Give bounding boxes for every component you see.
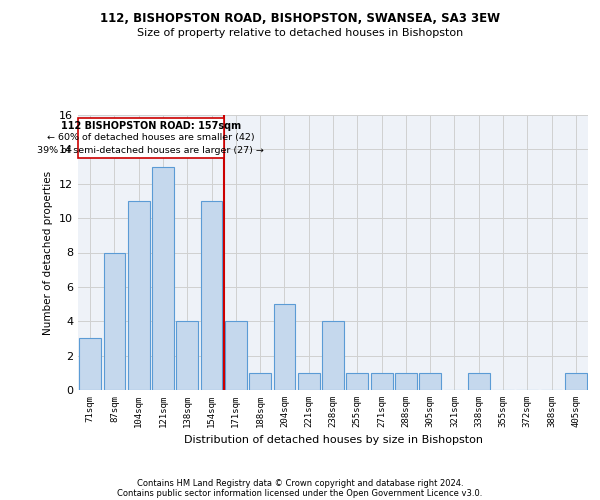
Bar [225, 322, 247, 390]
Text: 112, BISHOPSTON ROAD, BISHOPSTON, SWANSEA, SA3 3EW: 112, BISHOPSTON ROAD, BISHOPSTON, SWANSE… [100, 12, 500, 26]
Bar [152, 166, 174, 390]
Bar [468, 373, 490, 390]
Bar [419, 373, 441, 390]
Text: Size of property relative to detached houses in Bishopston: Size of property relative to detached ho… [137, 28, 463, 38]
Bar [565, 373, 587, 390]
Bar [200, 201, 223, 390]
Bar [346, 373, 368, 390]
FancyBboxPatch shape [78, 118, 224, 158]
Text: 112 BISHOPSTON ROAD: 157sqm: 112 BISHOPSTON ROAD: 157sqm [61, 120, 241, 130]
X-axis label: Distribution of detached houses by size in Bishopston: Distribution of detached houses by size … [184, 436, 482, 446]
Bar [128, 201, 149, 390]
Text: Contains public sector information licensed under the Open Government Licence v3: Contains public sector information licen… [118, 488, 482, 498]
Bar [298, 373, 320, 390]
Bar [176, 322, 198, 390]
Bar [322, 322, 344, 390]
Bar [104, 252, 125, 390]
Y-axis label: Number of detached properties: Number of detached properties [43, 170, 53, 334]
Bar [79, 338, 101, 390]
Text: ← 60% of detached houses are smaller (42): ← 60% of detached houses are smaller (42… [47, 134, 254, 142]
Text: 39% of semi-detached houses are larger (27) →: 39% of semi-detached houses are larger (… [37, 146, 264, 155]
Bar [395, 373, 417, 390]
Bar [371, 373, 392, 390]
Bar [249, 373, 271, 390]
Text: Contains HM Land Registry data © Crown copyright and database right 2024.: Contains HM Land Registry data © Crown c… [137, 478, 463, 488]
Bar [274, 304, 295, 390]
